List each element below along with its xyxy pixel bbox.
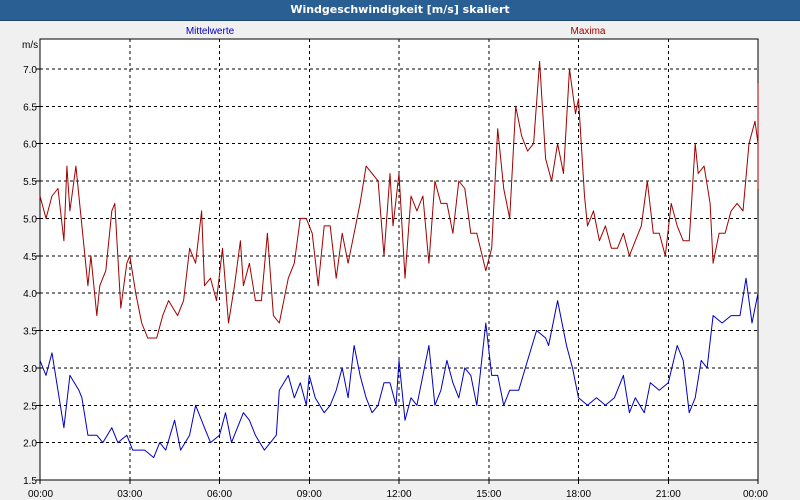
y-tick-label: 3.5	[23, 327, 37, 338]
x-tick-time: 00:00	[28, 489, 53, 500]
y-tick-label: 6.0	[23, 140, 37, 151]
x-tick-time: 03:00	[117, 489, 142, 500]
x-tick-time: 12:00	[386, 489, 411, 500]
x-axis-ticks: 00:0011.11.2203:0011.11.2206:0011.11.220…	[28, 489, 768, 500]
y-tick-label: 1.5	[23, 476, 37, 487]
y-axis-label: m/s	[22, 40, 38, 51]
y-tick-label: 5.5	[23, 177, 37, 188]
legend-mittelwerte: Mittelwerte	[186, 26, 235, 37]
x-tick-time: 15:00	[476, 489, 501, 500]
y-tick-label: 7.0	[23, 65, 37, 76]
x-tick-time: 06:00	[207, 489, 232, 500]
legend-maxima: Maxima	[570, 26, 605, 37]
grid-lines	[36, 39, 759, 484]
y-tick-label: 2.5	[23, 401, 37, 412]
y-tick-label: 4.0	[23, 289, 37, 300]
chart-title-bar: Windgeschwindigkeit [m/s] skaliert	[0, 0, 800, 21]
x-tick-time: 09:00	[297, 489, 322, 500]
wind-speed-chart: 1.5 2.0 2.5 3.0 3.5 4.0 4.5 5.0 5.5 6.0 6.5 7.0 00:…	[22, 26, 768, 500]
x-tick-time: 18:00	[566, 489, 591, 500]
y-tick-label: 2.0	[23, 439, 37, 450]
series-line-mittelwerte	[39, 277, 759, 459]
y-tick-label: 4.5	[23, 252, 37, 263]
y-tick-label: 3.0	[23, 364, 37, 375]
y-axis-ticks: 1.5 2.0 2.5 3.0 3.5 4.0 4.5 5.0 5.5 6.0 6.5 7.0	[23, 65, 37, 487]
series-line-maxima	[39, 60, 759, 339]
y-tick-label: 5.0	[23, 214, 37, 225]
y-tick-label: 6.5	[23, 102, 37, 113]
x-tick-time: 21:00	[656, 489, 681, 500]
chart-area: 1.5 2.0 2.5 3.0 3.5 4.0 4.5 5.0 5.5 6.0 6.5 7.0 00:…	[0, 21, 800, 500]
chart-title: Windgeschwindigkeit [m/s] skaliert	[290, 3, 510, 16]
series-lines	[39, 60, 759, 459]
x-tick-time: 00:00	[743, 489, 768, 500]
